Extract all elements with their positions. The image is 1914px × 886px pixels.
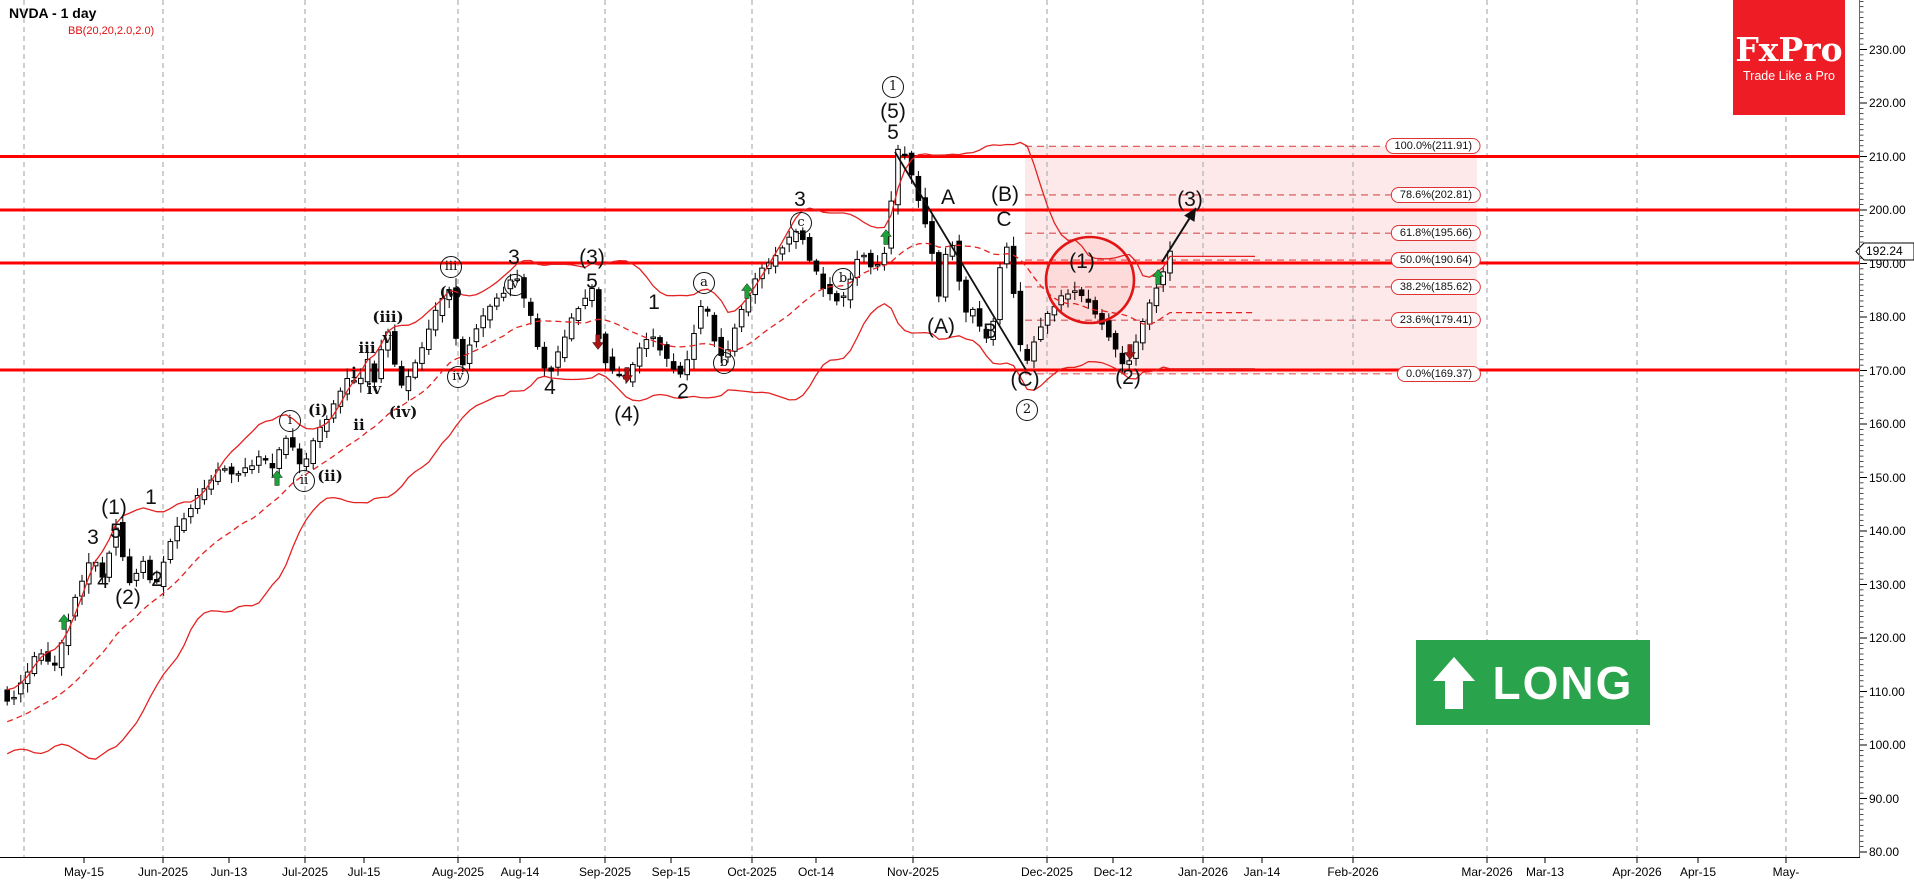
date-tick-label: Mar-2026 <box>1461 865 1513 879</box>
date-tick-label: Apr-15 <box>1679 865 1717 879</box>
date-tick-label: Jun-2025 <box>137 865 189 879</box>
date-tick-label: Jul-15 <box>347 865 381 879</box>
date-tick-label: Aug-14 <box>500 865 540 879</box>
price-tick-label: 130.00 <box>1869 577 1906 592</box>
price-tick-label: 120.00 <box>1869 631 1906 645</box>
date-tick-label: Sep-2025 <box>578 865 632 879</box>
long-signal-badge: LONG <box>1416 640 1650 725</box>
date-tick-label: Oct-2025 <box>727 865 777 879</box>
date-tick-label: Jan-14 <box>1243 865 1281 879</box>
price-tick-label: 80.00 <box>1869 845 1900 859</box>
current-price-badge: 192.24 <box>1866 243 1903 258</box>
price-tick-label: 150.00 <box>1869 470 1906 485</box>
date-tick-label: Oct-14 <box>797 865 835 879</box>
fxpro-logo: FxPro Trade Like a Pro <box>1733 0 1845 115</box>
price-tick-label: 100.00 <box>1869 738 1906 752</box>
price-tick-label: 210.00 <box>1869 149 1906 164</box>
price-tick-label: 230.00 <box>1869 42 1906 57</box>
price-tick-label: 160.00 <box>1869 417 1906 431</box>
price-tick-label: 110.00 <box>1869 684 1905 699</box>
price-axis[interactable]: 80.00 90.00 100.00 110.00 120.00 130.00 140.00… <box>1859 0 1914 859</box>
price-tick-label: 170.00 <box>1869 363 1906 378</box>
price-tick-label: 90.00 <box>1869 791 1900 806</box>
price-tick-label: 140.00 <box>1869 524 1906 538</box>
date-tick-label: Feb-2026 <box>1327 865 1379 879</box>
price-tick-label: 190.00 <box>1869 256 1906 271</box>
indicator-settings-label: BB(20,20,2.0,2.0) <box>68 25 155 37</box>
price-tick-label: 220.00 <box>1869 96 1906 110</box>
time-axis[interactable]: May-15 Jun-2025 Jun-13 Jul-2025 Jul-15 Aug-20… <box>0 857 1860 886</box>
price-tick-label: 200.00 <box>1869 203 1906 217</box>
date-tick-label: Jan-2026 <box>1177 865 1229 879</box>
fxpro-logo-name: FxPro <box>1735 29 1843 69</box>
date-tick-label: Nov-2025 <box>886 865 940 879</box>
date-tick-label: Aug-2025 <box>431 865 485 879</box>
chart-title: NVDA - 1 day <box>9 5 97 21</box>
date-tick-label: Dec-12 <box>1093 865 1133 879</box>
date-tick-label: Apr-2026 <box>1612 865 1662 879</box>
arrow-up-icon <box>1432 656 1475 709</box>
date-tick-label: Jun-13 <box>210 865 248 879</box>
date-tick-label: Sep-15 <box>651 865 691 879</box>
date-tick-label: May- <box>1772 865 1800 879</box>
price-tick-label: 180.00 <box>1869 310 1906 324</box>
fxpro-logo-tagline: Trade Like a Pro <box>1743 68 1835 83</box>
date-tick-label: May-15 <box>63 865 105 879</box>
date-tick-label: Mar-13 <box>1525 865 1565 879</box>
date-tick-label: Dec-2025 <box>1020 865 1074 879</box>
date-tick-label: Jul-2025 <box>281 865 329 879</box>
long-signal-label: LONG <box>1492 656 1634 709</box>
